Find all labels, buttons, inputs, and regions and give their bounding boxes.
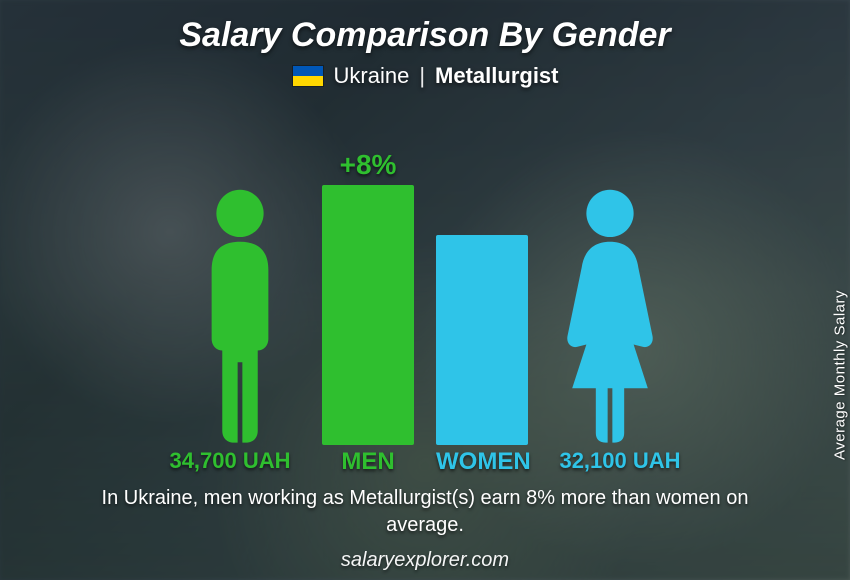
men-label: MEN: [322, 448, 414, 476]
subtitle-row: Ukraine | Metallurgist: [0, 63, 850, 89]
male-person-icon: [180, 185, 300, 445]
description-text: In Ukraine, men working as Metallurgist(…: [60, 485, 790, 539]
flag-top-stripe: [293, 66, 323, 76]
page-title: Salary Comparison By Gender: [0, 0, 850, 55]
women-label: WOMEN: [436, 448, 528, 476]
pct-difference-label: +8%: [340, 149, 397, 181]
infographic-root: Salary Comparison By Gender Ukraine | Me…: [0, 0, 850, 580]
women-bar: [436, 235, 528, 445]
men-salary: 34,700 UAH: [160, 448, 300, 474]
labels-row: 34,700 UAH MEN WOMEN 32,100 UAH: [0, 448, 850, 476]
flag-bottom-stripe: [293, 76, 323, 86]
women-salary: 32,100 UAH: [550, 448, 690, 474]
female-person-icon: [550, 185, 670, 445]
female-icon-col: [550, 185, 670, 445]
men-bar-col: +8%: [322, 185, 414, 445]
women-bar-col: [436, 235, 528, 445]
separator-pipe: |: [419, 63, 425, 89]
male-icon-col: [180, 185, 300, 445]
y-axis-label: Average Monthly Salary: [832, 290, 849, 460]
chart-area: +8%: [0, 115, 850, 445]
footer-source: salaryexplorer.com: [0, 549, 850, 572]
job-label: Metallurgist: [435, 63, 558, 89]
men-bar: [322, 185, 414, 445]
ukraine-flag-icon: [292, 65, 324, 87]
country-label: Ukraine: [334, 63, 410, 89]
